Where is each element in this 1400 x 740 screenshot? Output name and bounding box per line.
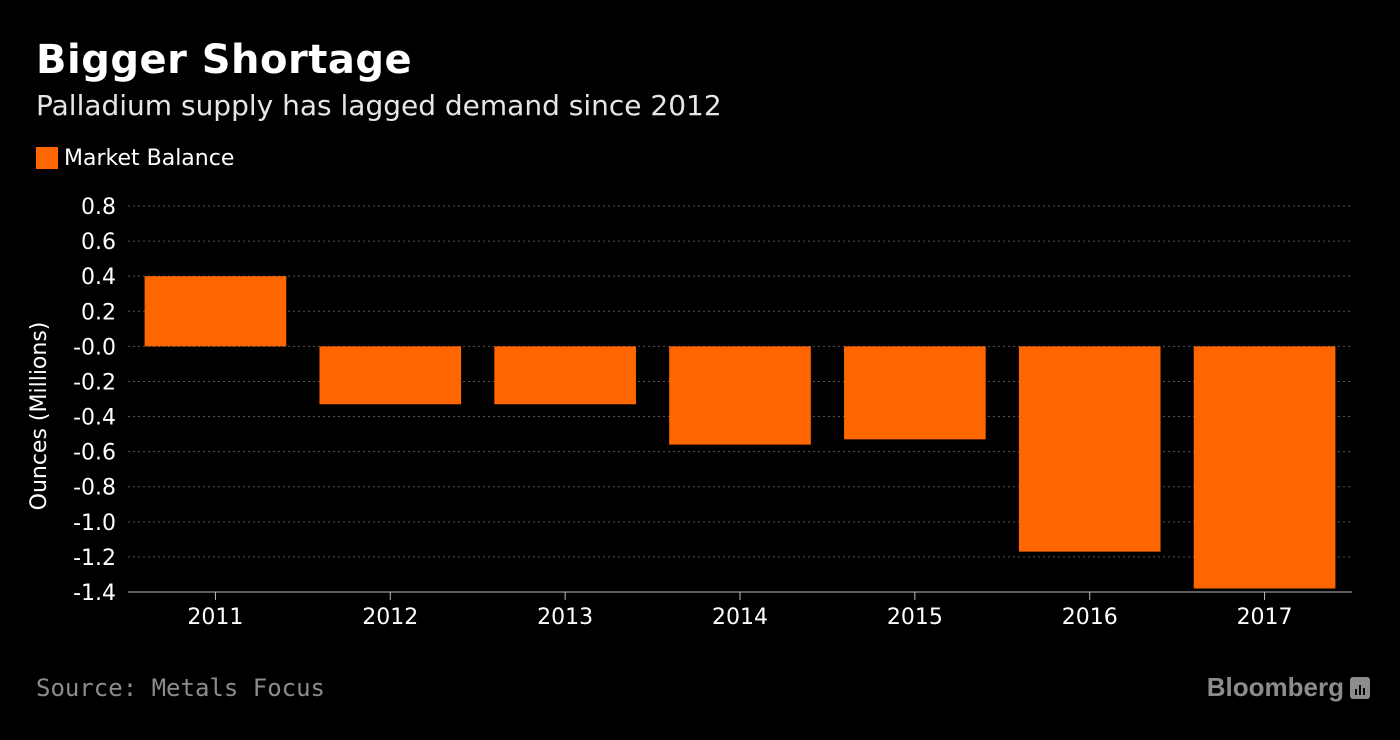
legend-label: Market Balance: [64, 145, 235, 171]
x-axis-ticks: 2011 2012 2013 2014 2015 2016 2017: [187, 592, 1293, 630]
y-tick-label: -0.0: [73, 335, 116, 360]
bar-2015: [844, 346, 986, 440]
legend-swatch: [36, 147, 58, 169]
brand-name: Bloomberg: [1206, 672, 1344, 702]
chart-subtitle: Palladium supply has lagged demand since…: [36, 89, 722, 122]
x-tick-label: 2013: [537, 605, 593, 630]
y-axis-label: Ounces (Millions): [27, 322, 52, 511]
chart-title: Bigger Shortage: [36, 37, 413, 83]
bar-2014: [669, 346, 811, 445]
brand-logo: Bloomberg: [1207, 672, 1370, 703]
y-axis-ticks: 0.8 0.6 0.4 0.2 -0.0 -0.2 -0.4 -0.6 -0.8 -1.0 -1.2…: [73, 195, 116, 606]
y-tick-label: -1.0: [73, 511, 116, 536]
y-tick-label: -0.8: [73, 476, 116, 501]
bar-2016: [1018, 346, 1161, 552]
bar-2013: [494, 346, 636, 405]
y-tick-label: -0.2: [73, 370, 116, 395]
legend: Market Balance: [36, 144, 234, 172]
x-tick-label: 2012: [362, 605, 418, 630]
bar-2011: [144, 276, 287, 347]
source-note: Source: Metals Focus: [36, 674, 325, 702]
y-tick-label: -1.2: [73, 546, 116, 571]
y-tick-label: 0.8: [81, 195, 116, 220]
bloomberg-chart-icon: [1350, 676, 1370, 699]
x-tick-label: 2014: [712, 605, 768, 630]
bar-2012: [319, 346, 462, 405]
x-tick-label: 2017: [1237, 605, 1293, 630]
x-tick-label: 2011: [187, 605, 243, 630]
y-tick-label: 0.4: [81, 265, 116, 290]
y-tick-label: 0.6: [81, 230, 116, 255]
y-tick-label: -1.4: [73, 581, 116, 606]
x-tick-label: 2015: [887, 605, 943, 630]
y-tick-label: -0.6: [73, 441, 116, 466]
y-tick-label: -0.4: [73, 406, 116, 431]
bar-2017: [1193, 346, 1336, 589]
y-tick-label: 0.2: [81, 300, 116, 325]
bars: [144, 276, 1336, 589]
x-tick-label: 2016: [1062, 605, 1118, 630]
